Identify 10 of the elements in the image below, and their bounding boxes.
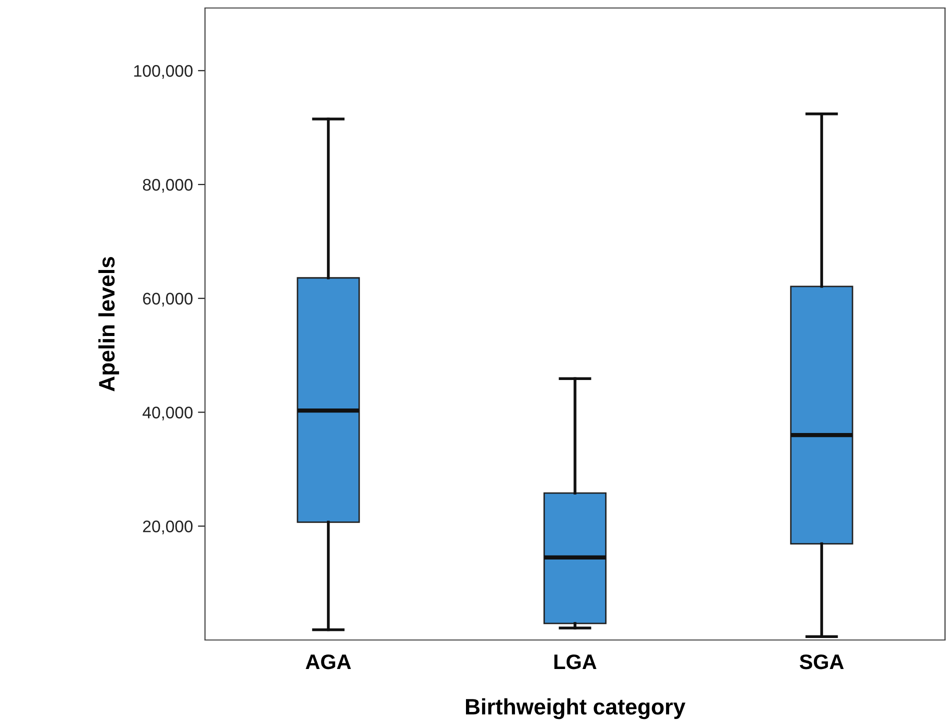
x-tick-label: AGA xyxy=(306,654,351,670)
x-axis-title: Birthweight category xyxy=(466,698,686,720)
y-tick-label: 100,000 xyxy=(134,65,193,79)
y-tick-label: 80,000 xyxy=(142,178,193,193)
y-tick-label: 20,000 xyxy=(143,520,193,534)
y-tick-label: 40,000 xyxy=(142,406,193,420)
x-tick-label: LGA xyxy=(554,654,596,670)
y-axis-title: Apelin levels xyxy=(98,256,120,392)
x-tick-label: SGA xyxy=(800,654,844,670)
y-tick-label: 60,000 xyxy=(143,292,193,307)
